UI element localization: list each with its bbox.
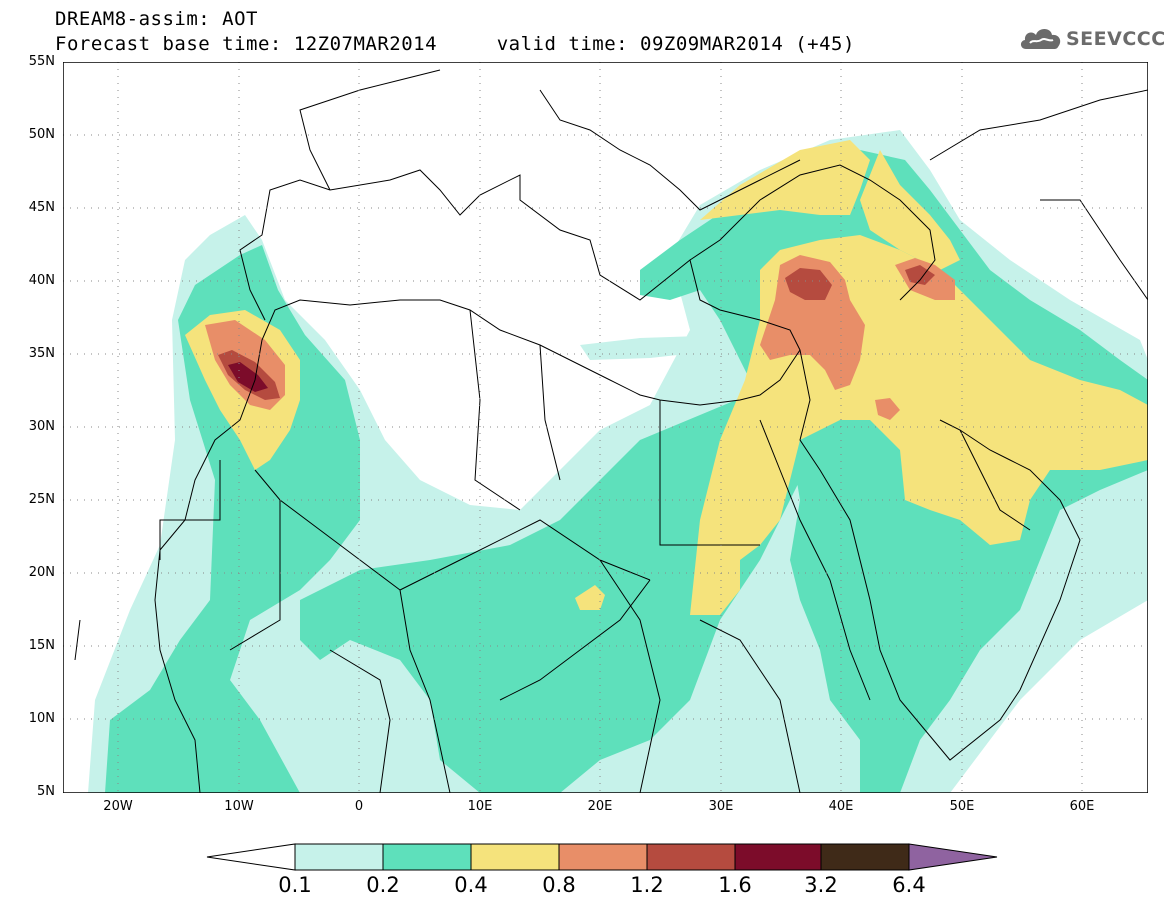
colorbar-label: 1.2 — [630, 873, 664, 897]
colorbar-low-arrow — [206, 843, 296, 871]
colorbar-label: 0.8 — [542, 873, 576, 897]
lon-label: 10W — [224, 799, 254, 814]
colorbar-label: 6.4 — [892, 873, 926, 897]
colorbar-label: 0.2 — [366, 873, 400, 897]
map-title: DREAM8-assim: AOT — [55, 8, 258, 30]
logo-text: SEEVCCC — [1066, 28, 1165, 50]
colorbar-swatch — [294, 843, 384, 871]
lat-label: 45N — [28, 200, 55, 215]
lat-label: 20N — [28, 565, 55, 580]
aot-map — [63, 62, 1148, 793]
colorbar-high-arrow — [908, 843, 998, 871]
lon-label: 60E — [1069, 799, 1095, 814]
aot-contour-1-6 — [228, 362, 268, 392]
colorbar-label: 0.4 — [454, 873, 488, 897]
lon-label: 10E — [467, 799, 493, 814]
colorbar-swatch — [382, 843, 472, 871]
lon-label: 30E — [708, 799, 734, 814]
lat-label: 40N — [28, 273, 55, 288]
colorbar-label: 1.6 — [718, 873, 752, 897]
lat-label: 30N — [28, 419, 55, 434]
lat-label: 35N — [28, 346, 55, 361]
colorbar-swatch — [470, 843, 560, 871]
lat-label: 10N — [28, 711, 55, 726]
lat-label: 55N — [28, 54, 55, 69]
lon-label: 20W — [103, 799, 133, 814]
colorbar-label: 3.2 — [804, 873, 838, 897]
lat-label: 50N — [28, 127, 55, 142]
lat-label: 5N — [37, 784, 55, 799]
colorbar-swatch — [734, 843, 822, 871]
colorbar-swatch — [558, 843, 648, 871]
seevccc-logo: SEEVCCC — [1018, 22, 1165, 56]
forecast-times: Forecast base time: 12Z07MAR2014 valid t… — [55, 33, 855, 55]
colorbar-swatch — [646, 843, 736, 871]
lon-label: 50E — [949, 799, 975, 814]
lon-label: 40E — [828, 799, 854, 814]
cloud-icon — [1020, 29, 1061, 49]
lon-label: 20E — [587, 799, 613, 814]
graticule — [63, 62, 1148, 793]
lat-label: 25N — [28, 492, 55, 507]
colorbar-swatch — [820, 843, 910, 871]
coastlines-and-borders — [74, 69, 1148, 793]
colorbar-label: 0.1 — [278, 873, 312, 897]
colorbar — [206, 843, 998, 871]
lon-label: 0 — [354, 799, 364, 814]
lat-label: 15N — [28, 638, 55, 653]
